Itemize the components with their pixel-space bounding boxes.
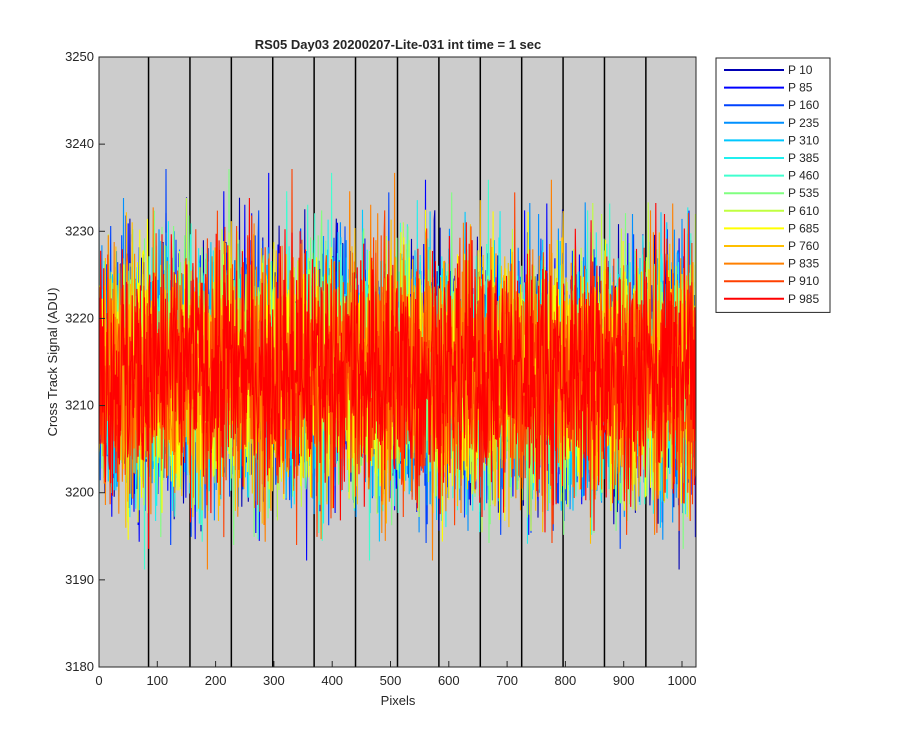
y-tick-label: 3250 bbox=[65, 49, 94, 64]
legend-label: P 460 bbox=[788, 169, 819, 183]
legend-label: P 760 bbox=[788, 239, 819, 253]
x-tick-label: 600 bbox=[438, 673, 460, 688]
legend-label: P 835 bbox=[788, 257, 819, 271]
legend-box bbox=[715, 57, 831, 313]
plot-area bbox=[98, 56, 697, 668]
x-tick-label: 0 bbox=[95, 673, 102, 688]
legend-label: P 610 bbox=[788, 204, 819, 218]
x-tick-label: 500 bbox=[380, 673, 402, 688]
x-tick-label: 900 bbox=[613, 673, 635, 688]
x-axis-label: Pixels bbox=[381, 693, 416, 708]
legend-label: P 160 bbox=[788, 98, 819, 112]
legend-label: P 10 bbox=[788, 63, 813, 77]
x-tick-label: 300 bbox=[263, 673, 285, 688]
series-group bbox=[99, 168, 696, 570]
x-tick-label: 1000 bbox=[668, 673, 697, 688]
legend: P 10 P 85 P 160 P 235 P 310 P 385 P 460 P 535 P … bbox=[715, 57, 831, 313]
x-axis: 0 100 200 300 400 500 600 700 800 900 1000 bbox=[95, 661, 696, 688]
x-tick-label: 700 bbox=[496, 673, 518, 688]
x-tick-label: 200 bbox=[205, 673, 227, 688]
x-tick-label: 400 bbox=[321, 673, 343, 688]
y-tick-label: 3240 bbox=[65, 136, 94, 151]
y-axis: 3180 3190 3200 3210 3220 3230 3240 3250 bbox=[65, 49, 105, 674]
legend-label: P 685 bbox=[788, 221, 819, 235]
legend-label: P 910 bbox=[788, 274, 819, 288]
y-tick-label: 3220 bbox=[65, 310, 94, 325]
y-tick-label: 3230 bbox=[65, 223, 94, 238]
legend-label: P 535 bbox=[788, 186, 819, 200]
series-line bbox=[99, 168, 696, 546]
axes-frame bbox=[98, 56, 697, 668]
y-tick-label: 3210 bbox=[65, 398, 94, 413]
legend-label: P 85 bbox=[788, 81, 813, 95]
legend-label: P 985 bbox=[788, 292, 819, 306]
legend-label: P 310 bbox=[788, 133, 819, 147]
x-tick-label: 800 bbox=[555, 673, 577, 688]
legend-label: P 235 bbox=[788, 116, 819, 130]
x-tick-label: 100 bbox=[146, 673, 168, 688]
y-axis-label: Cross Track Signal (ADU) bbox=[45, 288, 60, 437]
y-tick-label: 3180 bbox=[65, 659, 94, 674]
y-tick-label: 3200 bbox=[65, 485, 94, 500]
legend-label: P 385 bbox=[788, 151, 819, 165]
y-tick-label: 3190 bbox=[65, 572, 94, 587]
chart-title: RS05 Day03 20200207-Lite-031 int time = … bbox=[255, 37, 542, 52]
series-line bbox=[99, 197, 696, 549]
